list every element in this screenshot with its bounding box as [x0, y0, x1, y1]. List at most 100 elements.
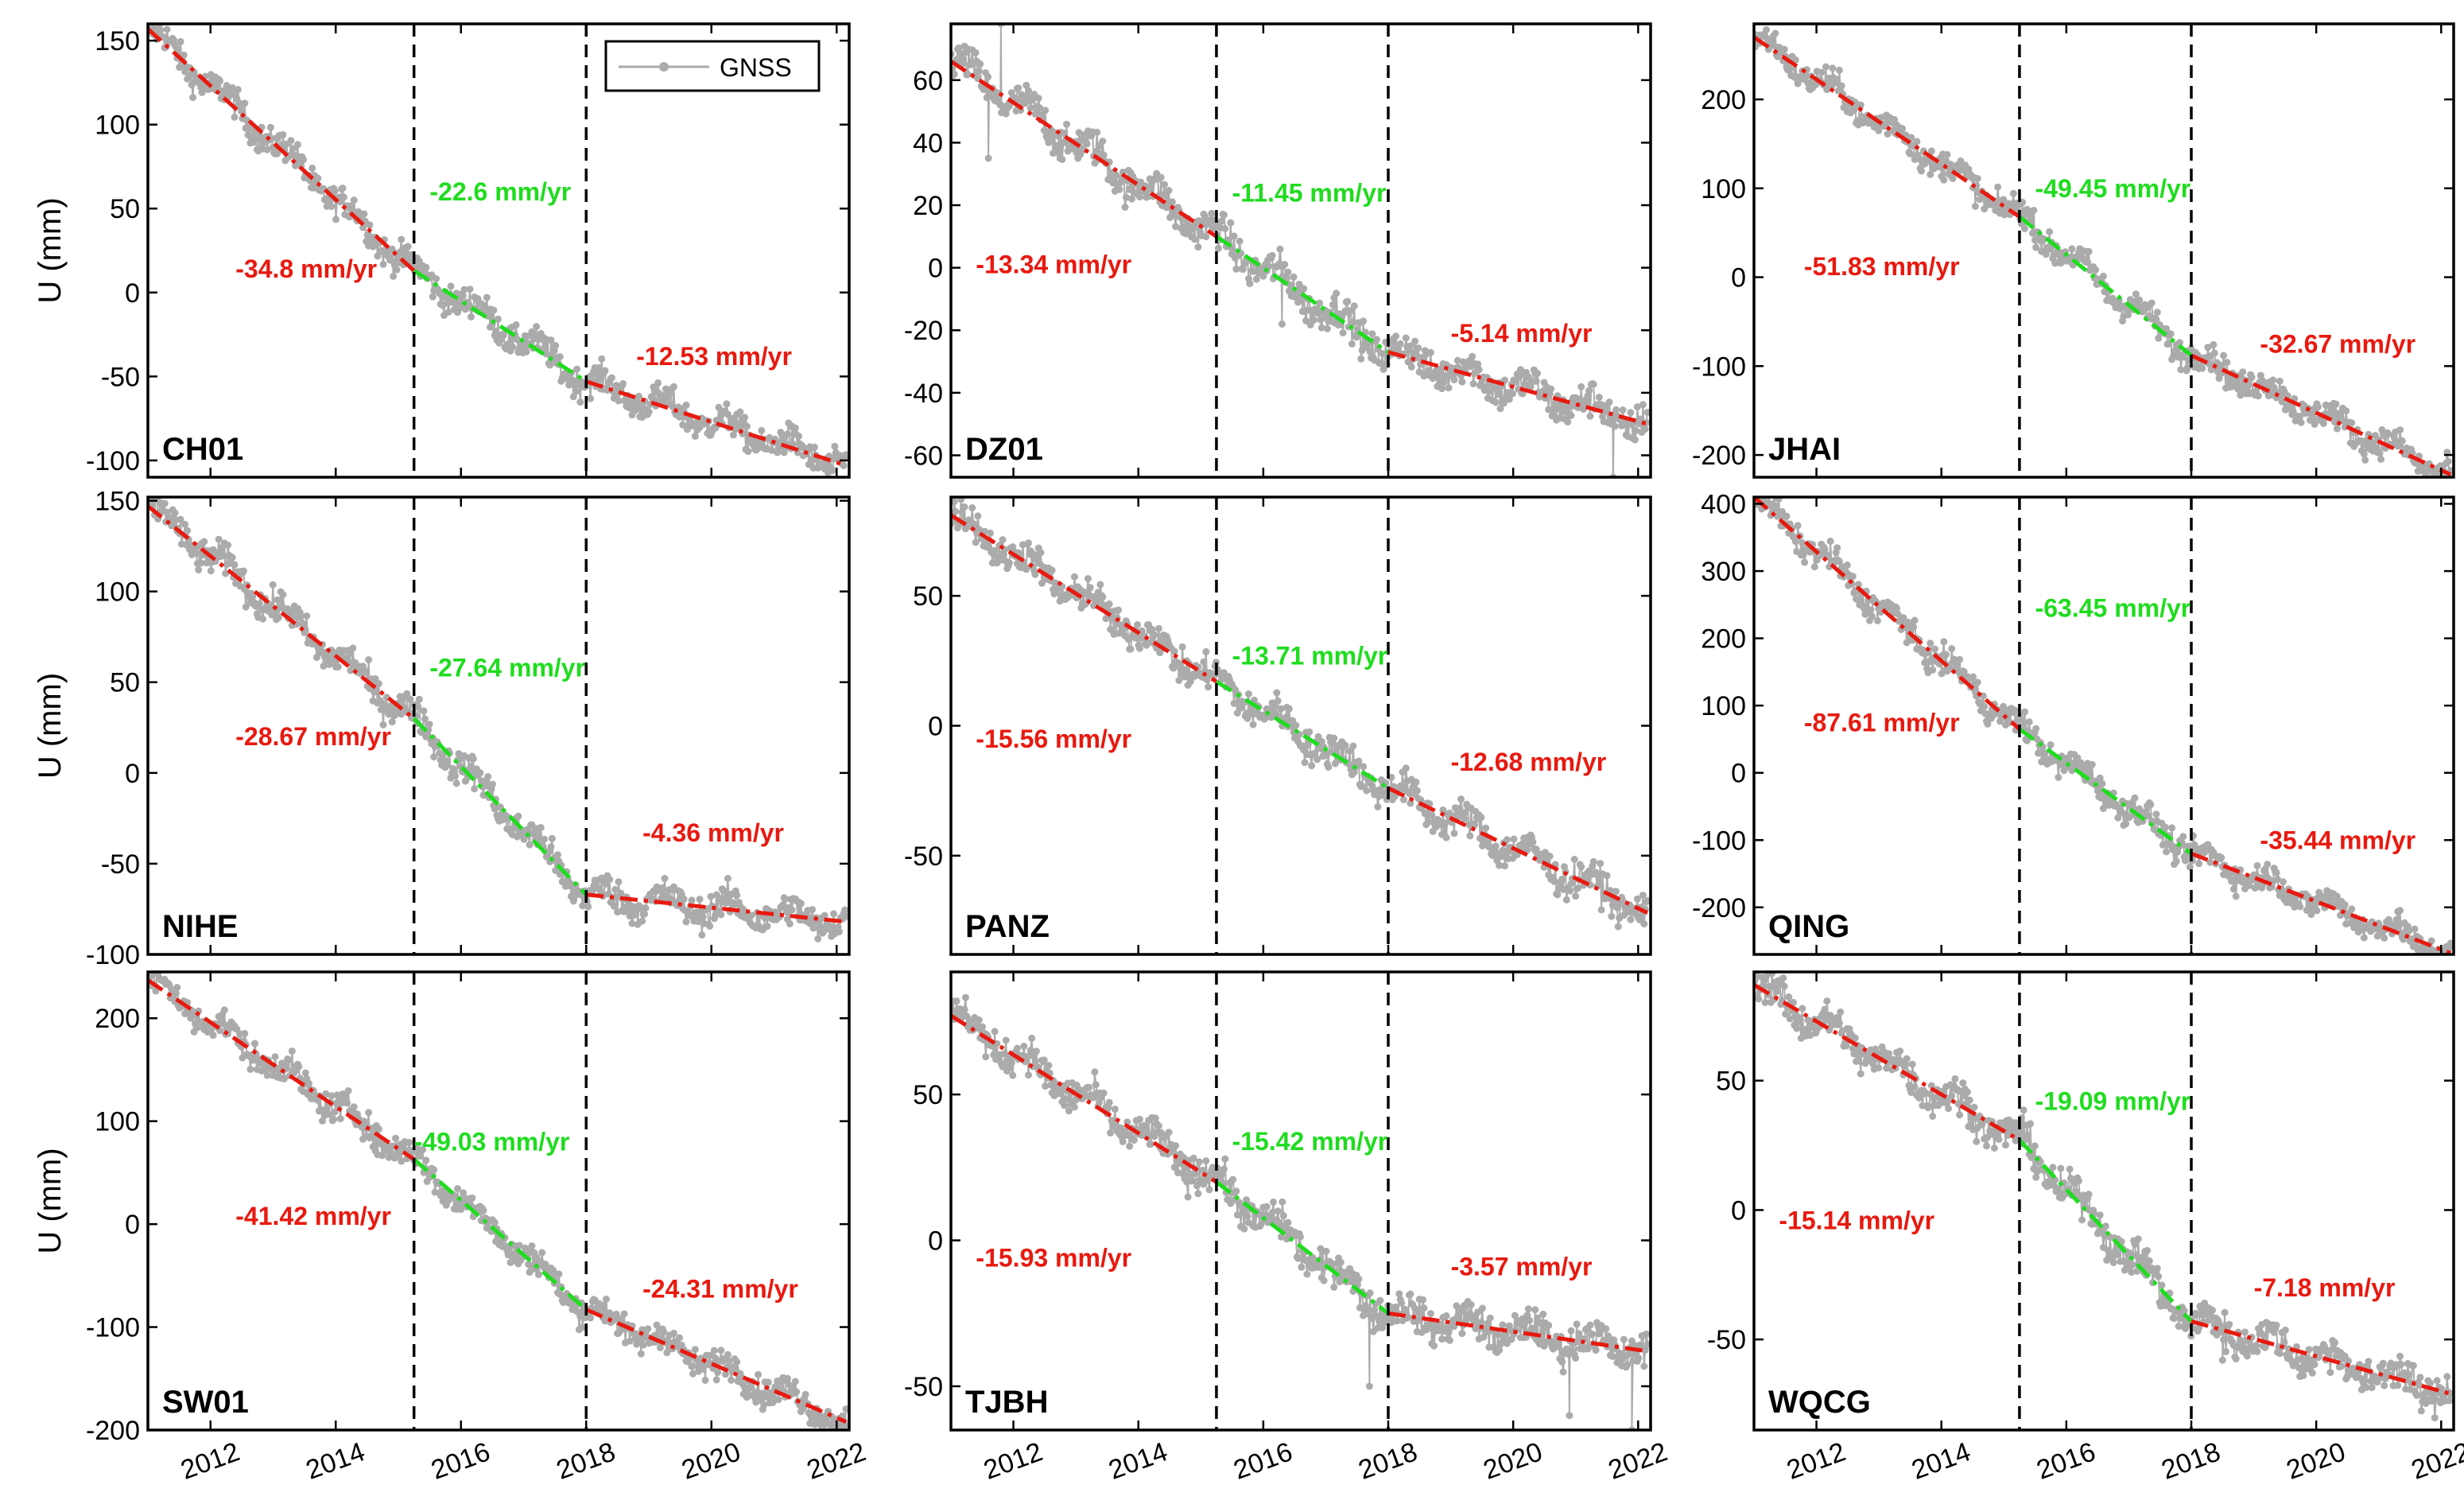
gnss-point: [2035, 749, 2042, 757]
gnss-point: [2210, 340, 2218, 348]
gnss-point: [1034, 95, 1042, 102]
gnss-point: [736, 408, 744, 416]
gnss-point: [1940, 176, 1948, 184]
gnss-point: [1042, 107, 1050, 115]
gnss-point: [422, 263, 430, 271]
y-tick-label: -20: [904, 316, 943, 346]
gnss-point: [1771, 488, 1778, 496]
gnss-point: [987, 529, 994, 537]
gnss-point: [1112, 172, 1120, 180]
gnss-point: [2395, 923, 2403, 931]
gnss-point: [2042, 251, 2050, 258]
gnss-point: [491, 805, 499, 813]
gnss-point: [1135, 193, 1143, 201]
x-tick-label: 2012: [177, 1436, 243, 1486]
gnss-point: [960, 56, 967, 64]
gnss-point: [1482, 824, 1490, 832]
gnss-point: [635, 392, 642, 400]
gnss-point: [299, 156, 307, 164]
gnss-point: [523, 332, 531, 340]
y-tick-label: 0: [928, 712, 943, 742]
gnss-point: [972, 538, 980, 546]
gnss-point: [2229, 876, 2237, 884]
gnss-point: [241, 1029, 249, 1037]
fit-lines: [951, 513, 1649, 915]
gnss-point: [724, 875, 731, 882]
rate-label: -12.53 mm/yr: [636, 342, 792, 371]
gnss-point: [725, 1357, 733, 1365]
gnss-point: [1135, 644, 1143, 652]
gnss-point: [1612, 406, 1620, 414]
gnss-point: [1220, 1165, 1228, 1173]
gnss-point: [1763, 25, 1770, 33]
gnss-point: [1567, 411, 1575, 419]
gnss-line: [148, 497, 848, 939]
y-tick-label: 50: [110, 194, 140, 224]
gnss-point: [1320, 1277, 1328, 1284]
gnss-point: [363, 667, 371, 675]
gnss-point: [2297, 418, 2305, 426]
gnss-point: [1558, 875, 1566, 883]
gnss-point: [509, 344, 517, 352]
gnss-point: [382, 702, 390, 710]
y-tick-label: 50: [913, 581, 943, 612]
gnss-point: [1818, 68, 1826, 76]
station-label: PANZ: [965, 909, 1050, 944]
gnss-point: [177, 515, 184, 523]
gnss-point: [952, 507, 960, 515]
gnss-point: [195, 565, 203, 573]
gnss-point: [797, 900, 805, 907]
gnss-point: [2311, 420, 2318, 428]
gnss-point: [2220, 352, 2228, 359]
gnss-point: [1374, 803, 1382, 810]
gnss-point: [1058, 155, 1066, 163]
fit-segment-3: [1387, 786, 1649, 915]
gnss-point: [728, 1376, 735, 1384]
gnss-point: [1229, 247, 1237, 254]
gnss-point: [836, 928, 844, 935]
gnss-point: [1194, 243, 1202, 251]
gnss-point: [1096, 1098, 1103, 1106]
gnss-point: [2376, 449, 2384, 457]
gnss-point: [1956, 655, 1964, 663]
gnss-point: [1611, 422, 1619, 430]
rate-label: -11.45 mm/yr: [1232, 178, 1387, 207]
gnss-point: [1585, 387, 1593, 394]
gnss-point: [606, 876, 614, 884]
gnss-point: [1220, 211, 1228, 219]
gnss-point: [1399, 795, 1407, 803]
gnss-point: [1143, 1125, 1151, 1133]
gnss-point: [975, 67, 983, 75]
gnss-point: [171, 509, 179, 517]
gnss-point: [786, 919, 794, 927]
gnss-point: [788, 906, 796, 914]
gnss-point: [548, 834, 556, 842]
gnss-point: [1583, 399, 1591, 407]
gnss-point: [1151, 631, 1158, 639]
gnss-point: [1562, 896, 1570, 904]
gnss-point: [1070, 1103, 1078, 1111]
gnss-point: [322, 1090, 330, 1098]
gnss-point: [2147, 801, 2155, 809]
gnss-point: [1154, 1122, 1162, 1129]
gnss-point: [1633, 895, 1641, 903]
gnss-point: [541, 835, 548, 843]
station-label: JHAI: [1768, 432, 1841, 467]
gnss-point: [468, 313, 475, 321]
fit-segment-3: [585, 379, 847, 468]
gnss-point: [783, 1374, 791, 1382]
y-tick-label: 40: [913, 128, 943, 158]
fit-segment-3: [585, 892, 847, 924]
gnss-point: [1134, 620, 1142, 628]
y-tick-label: 0: [125, 759, 140, 789]
gnss-point: [1298, 1263, 1306, 1271]
gnss-point: [1608, 912, 1616, 920]
gnss-point: [1006, 559, 1013, 567]
gnss-point: [958, 508, 966, 516]
gnss-point: [1262, 714, 1270, 722]
gnss-point: [629, 911, 637, 919]
gnss-point: [1780, 45, 1788, 53]
gnss-point: [682, 401, 690, 409]
gnss-point: [656, 1343, 664, 1351]
